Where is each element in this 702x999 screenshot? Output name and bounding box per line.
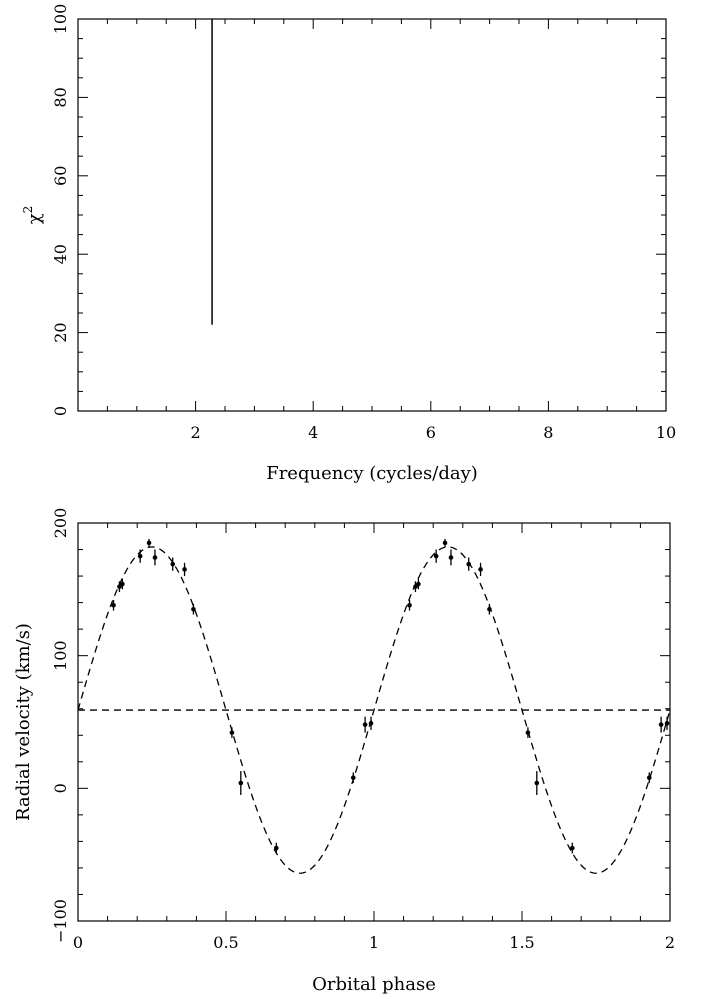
periodogram-x-axis-label: Frequency (cycles/day) <box>266 463 478 484</box>
periodogram-frame <box>77 18 667 412</box>
data-point <box>478 567 483 572</box>
data-point <box>487 606 492 612</box>
data-point <box>111 602 116 608</box>
data-point <box>182 567 187 572</box>
periodogram-ytick-label: 0 <box>51 406 70 416</box>
radial-velocity-y-axis-label: Radial velocity (km/s) <box>13 623 34 821</box>
data-point <box>238 780 244 786</box>
data-point <box>137 553 143 559</box>
data-point <box>229 730 235 735</box>
data-point <box>448 555 454 560</box>
data-point <box>274 845 279 851</box>
data-point <box>416 581 421 587</box>
radial-velocity-ytick-label: 200 <box>51 508 70 539</box>
radial-velocity-xtick-label: 0.5 <box>213 933 238 952</box>
radial-velocity-ytick-label: 100 <box>51 640 70 671</box>
data-point <box>191 606 196 612</box>
periodogram-xtick-label: 10 <box>656 423 676 442</box>
periodogram-xtick-label: 4 <box>308 423 318 442</box>
periodogram-xtick-label: 8 <box>543 423 553 442</box>
data-point <box>525 730 531 735</box>
periodogram-ytick-label: 60 <box>51 166 70 186</box>
data-point <box>664 721 670 726</box>
radial-velocity-ytick-label: 0 <box>51 783 70 793</box>
radial-velocity-xtick-label: 1.5 <box>509 933 534 952</box>
data-point <box>362 722 368 727</box>
periodogram-y-axis-label: χ2 <box>21 206 45 225</box>
data-point <box>152 555 158 560</box>
data-point <box>350 775 356 781</box>
periodogram-xtick-labels: 2 4 6 8 10 <box>191 423 677 442</box>
data-point <box>433 553 439 559</box>
data-point <box>368 721 374 726</box>
data-point <box>534 780 540 786</box>
periodogram-ticks <box>78 18 667 412</box>
data-point <box>658 722 664 727</box>
radial-velocity-ticks <box>77 522 671 922</box>
periodogram-ytick-label: 100 <box>51 4 70 35</box>
radial-velocity-frame <box>77 522 671 922</box>
data-point <box>413 584 418 589</box>
radial-velocity-xtick-labels: 0 0.5 1 1.5 2 <box>73 933 675 952</box>
radial-velocity-model-lines <box>77 546 671 874</box>
periodogram-ytick-label: 20 <box>51 322 70 342</box>
periodogram-y-axis-label-symbol: χ <box>24 213 45 224</box>
periodogram-y-axis-label-superscript: 2 <box>21 206 35 214</box>
data-point <box>466 561 472 567</box>
radial-velocity-xtick-label: 2 <box>665 933 675 952</box>
periodogram-panel: 2 4 6 8 10 0 20 40 60 80 100 Frequency (cycles/da… <box>21 4 676 484</box>
periodogram-xtick-label: 2 <box>191 423 201 442</box>
radial-velocity-ytick-labels: −100 0 100 200 <box>51 508 70 943</box>
radial-velocity-xtick-label: 0 <box>73 933 83 952</box>
model-sine-curve <box>77 546 671 874</box>
periodogram-ytick-labels: 0 20 40 60 80 100 <box>51 4 70 416</box>
data-point <box>170 561 176 567</box>
data-point <box>646 775 652 781</box>
data-point <box>146 540 152 546</box>
periodogram-ytick-label: 80 <box>51 87 70 107</box>
radial-velocity-ytick-label: −100 <box>51 899 70 943</box>
radial-velocity-x-axis-label: Orbital phase <box>312 974 436 995</box>
radial-velocity-points <box>111 538 670 854</box>
data-point <box>407 602 412 608</box>
periodogram-xtick-label: 6 <box>426 423 436 442</box>
radial-velocity-xtick-label: 1 <box>369 933 379 952</box>
data-point <box>442 540 448 546</box>
data-point <box>120 581 125 587</box>
data-point <box>117 584 122 589</box>
periodogram-ytick-label: 40 <box>51 244 70 264</box>
data-point <box>570 845 575 851</box>
